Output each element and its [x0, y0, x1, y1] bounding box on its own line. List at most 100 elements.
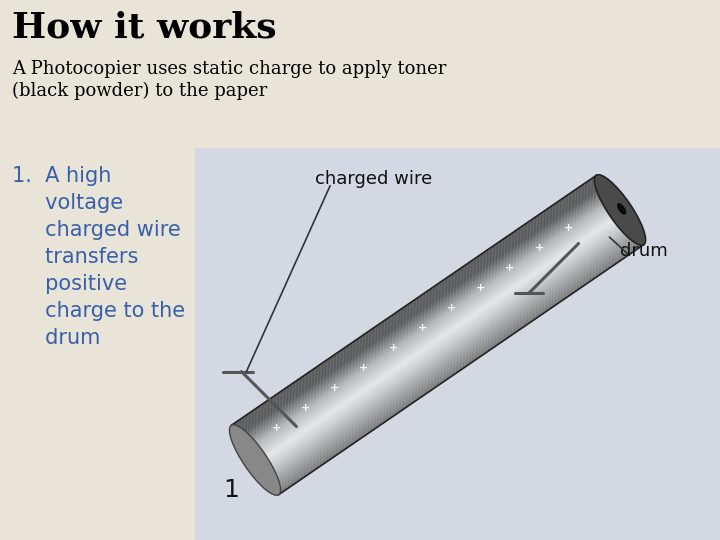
Polygon shape [252, 206, 618, 456]
Text: +: + [476, 284, 485, 293]
Polygon shape [253, 206, 618, 457]
Bar [0, 148, 195, 540]
Polygon shape [244, 194, 610, 445]
Polygon shape [242, 191, 608, 442]
Polygon shape [248, 199, 613, 450]
Polygon shape [239, 186, 604, 437]
Polygon shape [264, 224, 630, 475]
Text: +: + [389, 343, 397, 354]
Polygon shape [266, 227, 632, 477]
Polygon shape [238, 184, 603, 435]
Polygon shape [243, 192, 608, 443]
Text: +: + [564, 224, 573, 233]
Polygon shape [256, 211, 621, 462]
Polygon shape [246, 196, 611, 447]
Polygon shape [235, 180, 600, 431]
Polygon shape [237, 184, 603, 434]
Text: drum: drum [620, 242, 667, 260]
Text: 1: 1 [223, 478, 239, 502]
Polygon shape [254, 208, 619, 460]
Polygon shape [257, 213, 623, 464]
Polygon shape [249, 201, 614, 451]
Text: charged wire: charged wire [12, 220, 181, 240]
Polygon shape [251, 205, 616, 455]
Polygon shape [247, 198, 613, 449]
Polygon shape [269, 230, 634, 480]
Polygon shape [274, 239, 640, 489]
Text: A Photocopier uses static charge to apply toner: A Photocopier uses static charge to appl… [12, 60, 446, 78]
Polygon shape [258, 214, 624, 465]
Polygon shape [274, 238, 639, 488]
Polygon shape [262, 220, 628, 471]
Polygon shape [266, 225, 631, 476]
Polygon shape [258, 215, 624, 465]
Polygon shape [276, 240, 641, 490]
Polygon shape [260, 217, 625, 468]
Polygon shape [249, 201, 615, 453]
Polygon shape [278, 243, 643, 494]
Polygon shape [248, 200, 613, 450]
Polygon shape [256, 211, 621, 461]
Polygon shape [261, 219, 626, 470]
Text: +: + [330, 383, 339, 394]
Polygon shape [255, 210, 621, 461]
Polygon shape [240, 188, 606, 438]
Polygon shape [250, 202, 616, 453]
Polygon shape [261, 220, 627, 470]
Polygon shape [273, 235, 638, 487]
Polygon shape [232, 176, 597, 427]
Bar [195, 148, 720, 540]
Polygon shape [234, 179, 600, 430]
Polygon shape [269, 231, 635, 482]
Polygon shape [240, 189, 606, 440]
Polygon shape [264, 222, 629, 473]
Polygon shape [256, 212, 622, 463]
Polygon shape [246, 198, 612, 448]
Text: +: + [505, 264, 515, 273]
Text: transfers: transfers [12, 247, 138, 267]
Polygon shape [263, 221, 628, 472]
Text: 1.  A high: 1. A high [12, 166, 112, 186]
Polygon shape [233, 179, 599, 429]
Polygon shape [251, 204, 616, 455]
Polygon shape [251, 203, 616, 454]
Polygon shape [233, 178, 598, 428]
Polygon shape [272, 235, 638, 485]
Polygon shape [266, 226, 631, 477]
Polygon shape [231, 176, 597, 426]
Polygon shape [238, 185, 603, 436]
Polygon shape [235, 181, 600, 431]
Polygon shape [264, 223, 629, 474]
Text: (black powder) to the paper: (black powder) to the paper [12, 82, 267, 100]
Ellipse shape [617, 203, 626, 215]
Polygon shape [258, 215, 624, 466]
Polygon shape [240, 188, 606, 439]
Polygon shape [243, 193, 609, 444]
Polygon shape [275, 239, 640, 490]
Polygon shape [270, 232, 636, 483]
Polygon shape [236, 183, 601, 433]
Text: +: + [418, 323, 427, 333]
Polygon shape [242, 191, 607, 441]
Polygon shape [257, 213, 622, 463]
Text: +: + [534, 244, 544, 253]
Polygon shape [248, 200, 614, 451]
Ellipse shape [230, 425, 281, 495]
Text: charged wire: charged wire [315, 170, 432, 188]
Text: voltage: voltage [12, 193, 123, 213]
Polygon shape [261, 218, 626, 469]
Polygon shape [269, 230, 634, 481]
Polygon shape [263, 222, 629, 472]
Polygon shape [276, 240, 642, 491]
Polygon shape [271, 233, 636, 483]
Polygon shape [243, 193, 608, 443]
Polygon shape [233, 177, 598, 428]
Polygon shape [253, 207, 618, 458]
Polygon shape [273, 237, 639, 487]
Polygon shape [246, 197, 611, 448]
Polygon shape [265, 225, 631, 475]
Polygon shape [270, 232, 635, 482]
Text: drum: drum [12, 328, 100, 348]
Polygon shape [268, 229, 634, 480]
Polygon shape [277, 242, 643, 493]
